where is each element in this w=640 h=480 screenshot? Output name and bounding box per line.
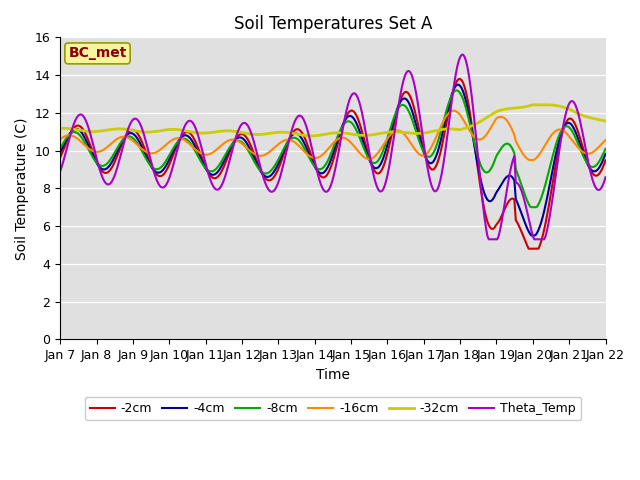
Line: -8cm: -8cm — [60, 90, 605, 207]
-4cm — [527, 233, 535, 239]
-32cm — [75, 127, 83, 133]
Theta_Temp — [75, 112, 83, 118]
-4cm — [56, 150, 64, 156]
-32cm — [527, 102, 535, 108]
-16cm — [529, 157, 537, 163]
Line: -32cm: -32cm — [60, 105, 605, 136]
Theta_Temp — [92, 152, 100, 158]
Text: BC_met: BC_met — [68, 47, 127, 60]
Legend: -2cm, -4cm, -8cm, -16cm, -32cm, Theta_Temp: -2cm, -4cm, -8cm, -16cm, -32cm, Theta_Te… — [84, 397, 581, 420]
-2cm — [337, 130, 344, 136]
-8cm — [445, 100, 452, 106]
Theta_Temp — [529, 234, 537, 240]
-4cm — [337, 127, 344, 133]
-4cm — [92, 158, 100, 164]
-4cm — [454, 82, 461, 87]
-8cm — [56, 145, 64, 151]
-4cm — [529, 233, 537, 239]
-8cm — [337, 127, 344, 132]
-32cm — [602, 118, 609, 124]
-32cm — [447, 126, 454, 132]
Theta_Temp — [445, 121, 452, 127]
-8cm — [452, 87, 460, 93]
X-axis label: Time: Time — [316, 368, 350, 382]
-32cm — [308, 133, 316, 139]
-2cm — [445, 108, 452, 113]
-2cm — [56, 155, 64, 160]
Theta_Temp — [485, 237, 493, 242]
-2cm — [455, 76, 463, 82]
Theta_Temp — [602, 174, 609, 180]
-16cm — [56, 136, 64, 142]
Theta_Temp — [56, 168, 64, 174]
-16cm — [337, 135, 344, 141]
-4cm — [600, 155, 608, 160]
-2cm — [92, 157, 100, 163]
Line: -4cm: -4cm — [60, 84, 605, 236]
-4cm — [445, 102, 452, 108]
-2cm — [602, 157, 609, 163]
-32cm — [339, 130, 346, 136]
Theta_Temp — [337, 138, 344, 144]
-8cm — [92, 159, 100, 165]
-4cm — [602, 151, 609, 157]
-8cm — [527, 204, 535, 210]
-8cm — [529, 204, 537, 210]
-32cm — [529, 102, 537, 108]
-4cm — [75, 127, 83, 132]
-8cm — [600, 149, 608, 155]
Title: Soil Temperatures Set A: Soil Temperatures Set A — [234, 15, 432, 33]
Y-axis label: Soil Temperature (C): Soil Temperature (C) — [15, 117, 29, 260]
-2cm — [529, 246, 537, 252]
-2cm — [526, 246, 534, 252]
-16cm — [526, 157, 534, 163]
Line: Theta_Temp: Theta_Temp — [60, 55, 605, 240]
Line: -2cm: -2cm — [60, 79, 605, 249]
-2cm — [600, 161, 608, 167]
Theta_Temp — [600, 179, 608, 185]
-2cm — [75, 123, 83, 129]
-32cm — [92, 129, 100, 134]
-32cm — [600, 118, 608, 123]
-16cm — [92, 149, 100, 155]
-16cm — [602, 137, 609, 143]
-16cm — [75, 137, 83, 143]
Theta_Temp — [460, 52, 467, 58]
-16cm — [449, 108, 457, 113]
-32cm — [56, 126, 64, 132]
-16cm — [600, 139, 608, 144]
Line: -16cm: -16cm — [60, 110, 605, 160]
-8cm — [75, 131, 83, 137]
-16cm — [445, 110, 452, 116]
-8cm — [602, 146, 609, 152]
